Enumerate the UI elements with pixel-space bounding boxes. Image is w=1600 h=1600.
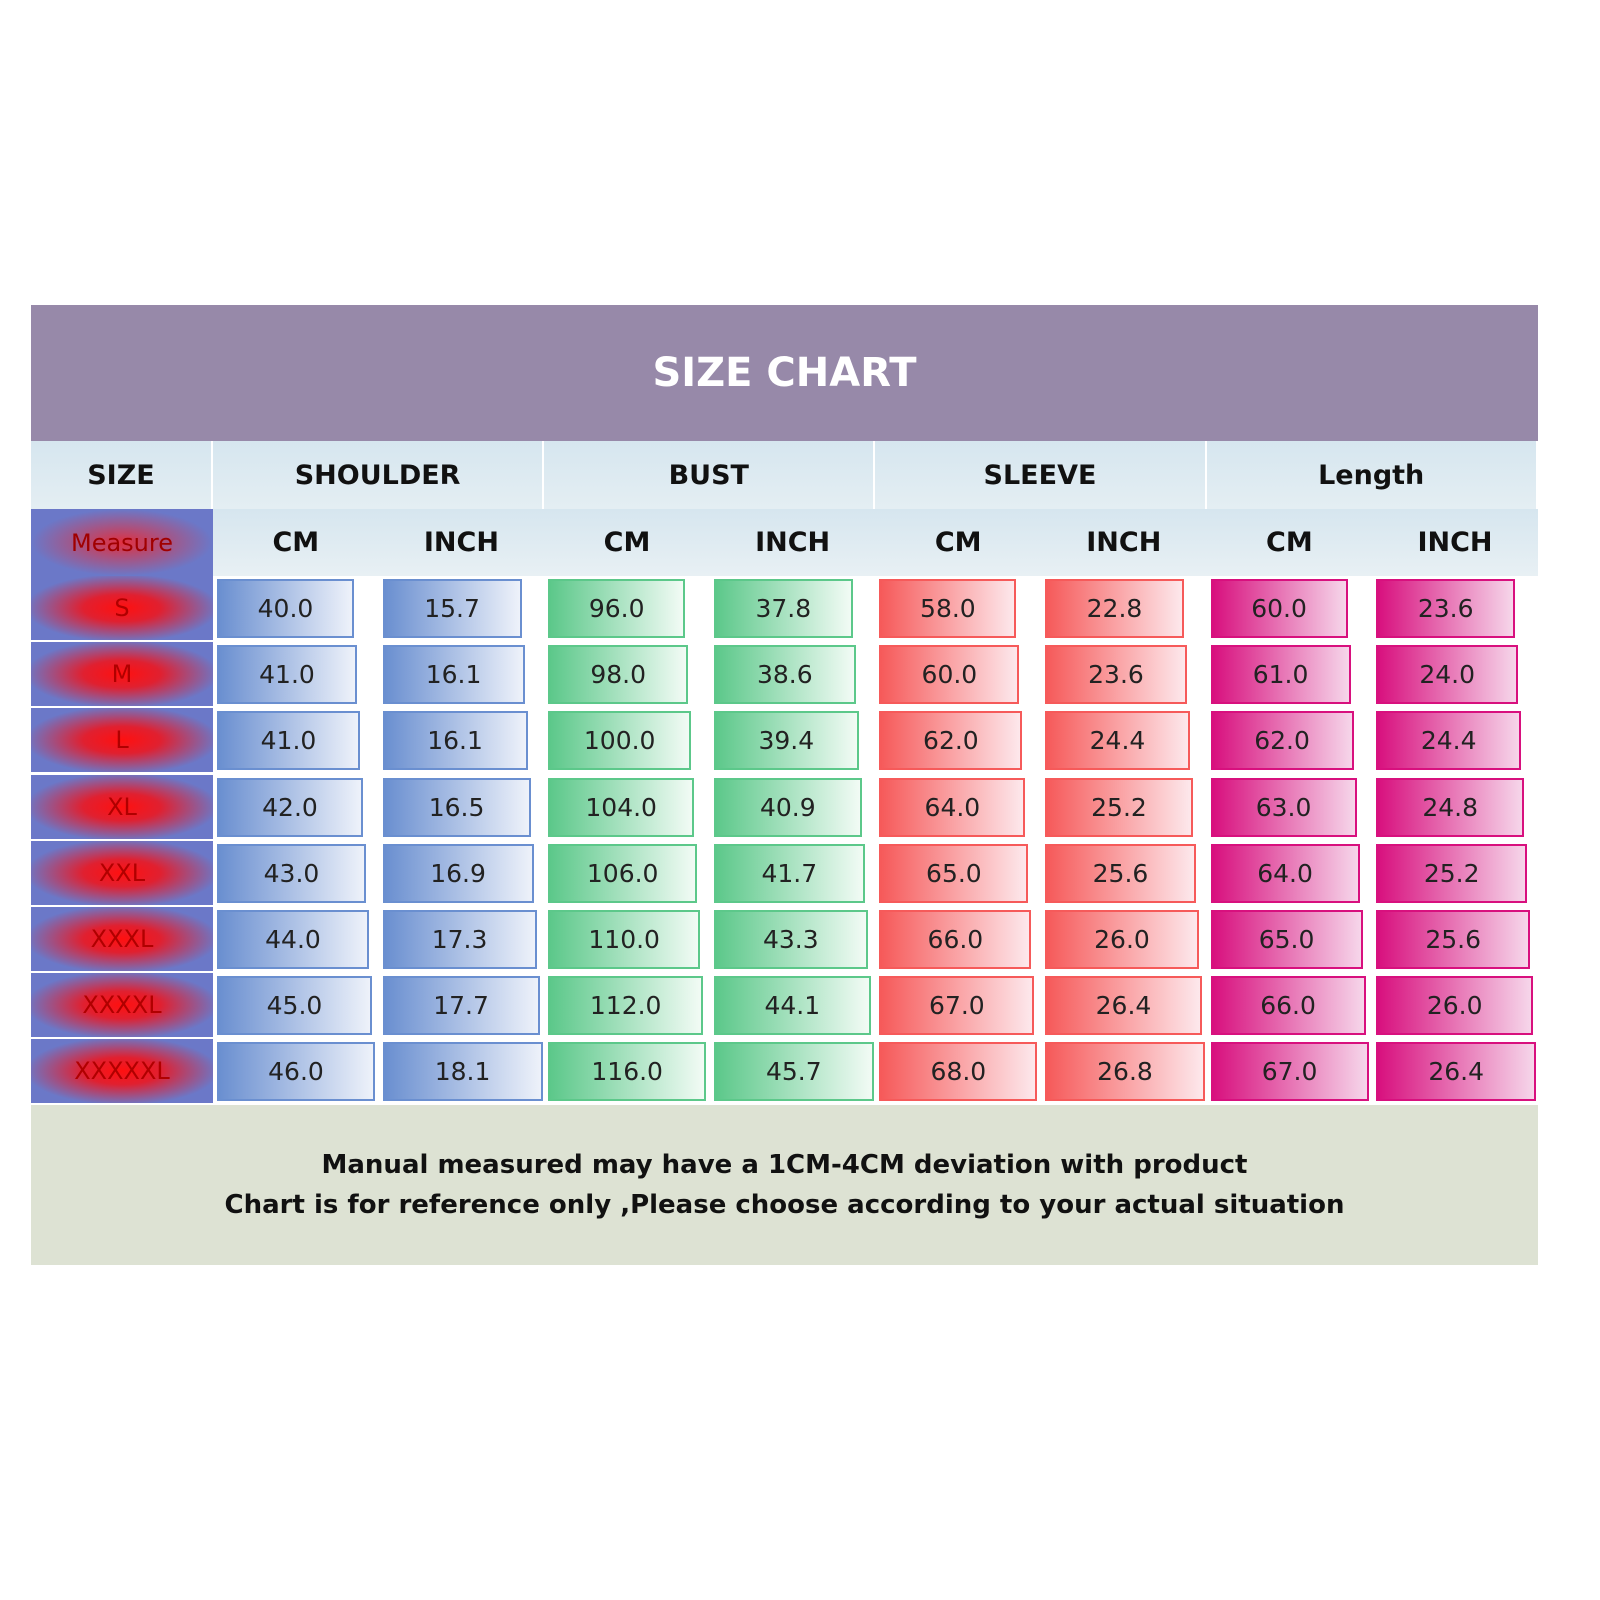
value-cell: 44.0: [217, 910, 369, 969]
size-label: XXXXL: [31, 973, 213, 1040]
value-cell: 66.0: [1210, 976, 1366, 1036]
value-cell: 58.0: [879, 579, 1017, 638]
value-cell: 26.8: [1045, 1042, 1205, 1102]
value-cell: 43.0: [217, 843, 366, 903]
size-label: XXXXXL: [31, 1039, 213, 1106]
size-label: L: [31, 708, 213, 775]
sub-header: INCH: [1372, 509, 1538, 576]
value-cell: 60.0: [879, 645, 1020, 705]
sub-header: CM: [875, 509, 1041, 576]
value-cell: 41.0: [217, 711, 360, 771]
value-cell: 25.6: [1045, 843, 1196, 903]
sub-header: CM: [544, 509, 710, 576]
value-cell: 41.7: [713, 843, 865, 903]
group-header: SLEEVE: [875, 441, 1207, 509]
value-cell: 62.0: [1210, 711, 1354, 771]
value-cell: 24.0: [1376, 645, 1519, 705]
footer: Manual measured may have a 1CM-4CM devia…: [31, 1105, 1538, 1265]
size-label: XXXL: [31, 907, 213, 973]
value-cell: 26.0: [1376, 976, 1534, 1036]
value-cell: 24.8: [1376, 777, 1525, 837]
value-cell: 42.0: [217, 777, 363, 837]
value-cell: 43.3: [713, 910, 868, 969]
value-cell: 37.8: [713, 579, 853, 638]
sub-header: CM: [1206, 509, 1373, 576]
value-cell: 24.4: [1376, 711, 1522, 771]
value-cell: 39.4: [713, 711, 859, 771]
value-cell: 61.0: [1210, 645, 1351, 705]
value-cell: 106.0: [548, 843, 698, 903]
value-cell: 104.0: [548, 777, 695, 837]
value-cell: 26.4: [1376, 1042, 1537, 1102]
value-cell: 38.6: [713, 645, 856, 705]
value-cell: 65.0: [879, 843, 1029, 903]
value-cell: 62.0: [879, 711, 1023, 771]
value-cell: 16.5: [382, 777, 531, 837]
sub-header: INCH: [378, 509, 545, 576]
value-cell: 41.0: [217, 645, 357, 705]
value-cell: 23.6: [1045, 645, 1187, 705]
value-cell: 45.0: [217, 976, 372, 1036]
value-cell: 15.7: [382, 579, 522, 638]
size-chart: SIZE CHART Manual measured may have a 1C…: [31, 305, 1538, 1265]
value-cell: 116.0: [548, 1042, 707, 1102]
value-cell: 67.0: [879, 976, 1035, 1036]
sub-header: Measure: [31, 509, 213, 576]
group-header: SHOULDER: [213, 441, 545, 509]
title: SIZE CHART: [31, 305, 1538, 441]
value-cell: 67.0: [1210, 1042, 1369, 1102]
value-cell: 25.2: [1045, 777, 1193, 837]
value-cell: 16.9: [382, 843, 534, 903]
value-cell: 16.1: [382, 711, 528, 771]
value-cell: 44.1: [713, 976, 871, 1036]
sub-header: INCH: [1041, 509, 1207, 576]
value-cell: 63.0: [1210, 777, 1357, 837]
value-cell: 66.0: [879, 910, 1032, 969]
value-cell: 45.7: [713, 1042, 874, 1102]
value-cell: 40.9: [713, 777, 862, 837]
value-cell: 17.3: [382, 910, 537, 969]
value-cell: 26.0: [1045, 910, 1199, 969]
value-cell: 17.7: [382, 976, 540, 1036]
value-cell: 18.1: [382, 1042, 543, 1102]
value-cell: 23.6: [1376, 579, 1516, 638]
value-cell: 22.8: [1045, 579, 1184, 638]
value-cell: 46.0: [217, 1042, 375, 1102]
group-header: BUST: [544, 441, 876, 509]
value-cell: 112.0: [548, 976, 704, 1036]
value-cell: 96.0: [548, 579, 686, 638]
value-cell: 25.6: [1376, 910, 1531, 969]
sub-header: INCH: [709, 509, 876, 576]
value-cell: 68.0: [879, 1042, 1038, 1102]
size-label: XXL: [31, 840, 213, 907]
value-cell: 64.0: [879, 777, 1026, 837]
value-cell: 24.4: [1045, 711, 1190, 771]
group-header: SIZE: [31, 441, 213, 509]
value-cell: 65.0: [1210, 910, 1363, 969]
value-cell: 64.0: [1210, 843, 1360, 903]
value-cell: 98.0: [548, 645, 689, 705]
footer-line: Chart is for reference only ,Please choo…: [224, 1190, 1345, 1220]
group-header: Length: [1206, 441, 1538, 509]
value-cell: 110.0: [548, 910, 701, 969]
size-label: S: [31, 576, 213, 642]
value-cell: 25.2: [1376, 843, 1528, 903]
sub-header: CM: [213, 509, 379, 576]
value-cell: 60.0: [1210, 579, 1348, 638]
size-label: XL: [31, 774, 213, 841]
value-cell: 26.4: [1045, 976, 1202, 1036]
footer-line: Manual measured may have a 1CM-4CM devia…: [321, 1150, 1248, 1180]
value-cell: 16.1: [382, 645, 525, 705]
value-cell: 40.0: [217, 579, 354, 638]
size-label: M: [31, 642, 213, 709]
value-cell: 100.0: [548, 711, 692, 771]
